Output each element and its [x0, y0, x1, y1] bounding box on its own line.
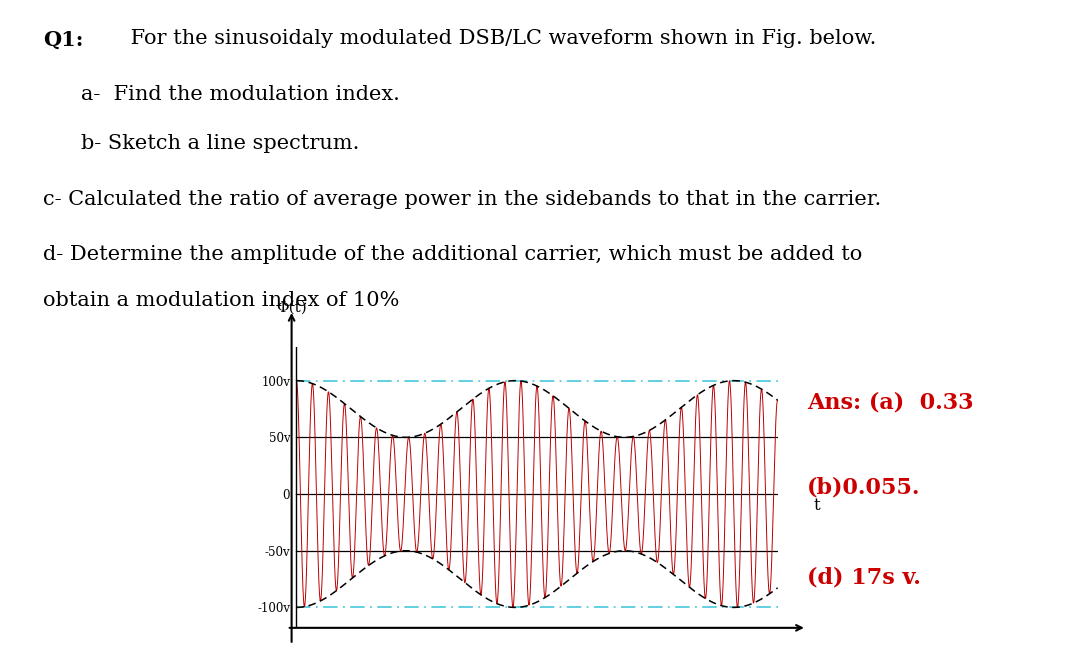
Text: a-  Find the modulation index.: a- Find the modulation index.	[81, 85, 400, 104]
Text: b- Sketch a line spectrum.: b- Sketch a line spectrum.	[81, 134, 360, 153]
Text: For the sinusoidaly modulated DSB/LC waveform shown in Fig. below.: For the sinusoidaly modulated DSB/LC wav…	[124, 29, 877, 48]
Text: d- Determine the amplitude of the additional carrier, which must be added to: d- Determine the amplitude of the additi…	[43, 245, 863, 264]
Text: Ans: (a)  0.33: Ans: (a) 0.33	[807, 392, 974, 414]
Text: Q1:: Q1:	[43, 29, 83, 50]
Text: obtain a modulation index of 10%: obtain a modulation index of 10%	[43, 291, 400, 310]
Text: c- Calculated the ratio of average power in the sidebands to that in the carrier: c- Calculated the ratio of average power…	[43, 190, 881, 209]
Text: (b)0.055.: (b)0.055.	[807, 476, 921, 498]
Text: (d) 17s v.: (d) 17s v.	[807, 566, 921, 588]
Text: t: t	[814, 497, 821, 514]
Text: Φ(t): Φ(t)	[276, 300, 307, 315]
